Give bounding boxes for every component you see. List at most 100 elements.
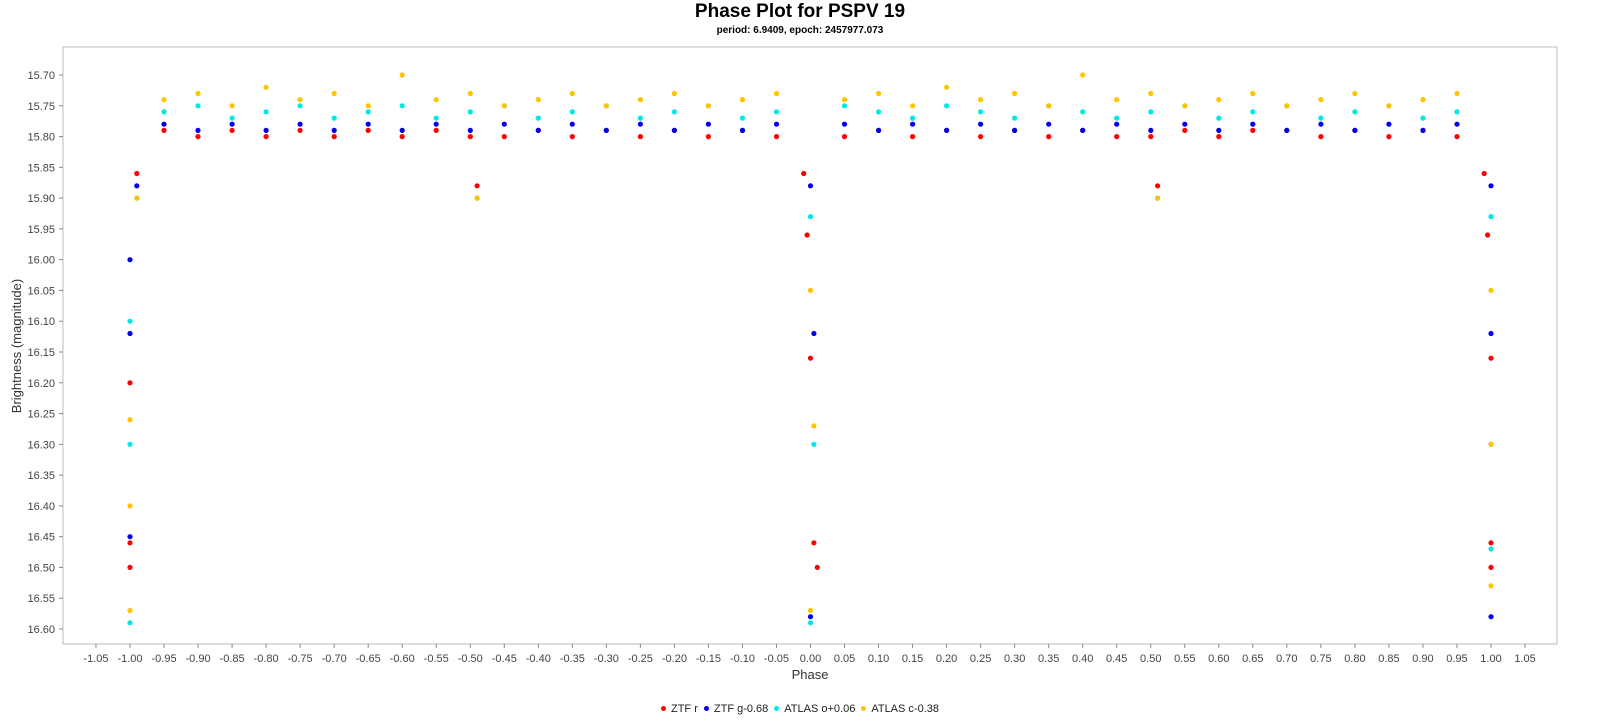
data-point <box>1046 121 1052 127</box>
y-tick-label: 16.55 <box>27 593 55 605</box>
x-tick-label: 1.00 <box>1480 653 1501 665</box>
data-point <box>1148 127 1154 133</box>
data-point <box>811 540 817 546</box>
data-point <box>637 121 644 127</box>
x-tick-label: 0.95 <box>1446 653 1467 665</box>
x-axis: -1.05 -1.00 -0.95 -0.90 -0.85 -0.80 -0.75 -0.70… <box>83 644 1536 665</box>
data-point <box>1488 614 1494 620</box>
data-point <box>807 620 814 626</box>
data-point <box>1080 109 1086 115</box>
x-tick-label: -0.55 <box>424 653 449 665</box>
data-point <box>1012 90 1018 97</box>
data-point <box>1352 109 1358 115</box>
data-point <box>978 121 984 127</box>
data-point <box>1318 97 1324 103</box>
y-tick-label: 15.95 <box>27 224 55 236</box>
data-point <box>876 109 882 115</box>
x-tick-label: -0.10 <box>730 653 755 665</box>
data-point <box>161 121 167 127</box>
legend-item: ZTF r <box>660 702 698 716</box>
x-tick-label: -0.25 <box>628 653 653 665</box>
data-point <box>127 318 133 324</box>
x-tick-label: 0.60 <box>1208 653 1229 665</box>
data-point <box>127 441 133 447</box>
data-point <box>263 84 269 90</box>
legend: ZTF r ZTF g-0.68 ATLAS o+0.06 ATLAS c-0.38 <box>0 702 1600 716</box>
data-point <box>569 134 575 140</box>
data-point <box>1250 127 1256 133</box>
data-point <box>1114 134 1120 140</box>
data-point <box>705 121 712 127</box>
data-point <box>297 121 303 127</box>
data-point <box>399 72 405 78</box>
data-point <box>773 121 780 127</box>
data-point <box>978 97 984 103</box>
data-point <box>1182 127 1188 133</box>
data-point <box>229 103 235 109</box>
data-point <box>811 441 817 447</box>
data-point <box>603 103 609 109</box>
x-tick-label: 0.25 <box>970 653 991 665</box>
series-atlas-c-0-38 <box>127 72 1494 614</box>
data-point <box>229 121 235 127</box>
chart-subtitle: period: 6.9409, epoch: 2457977.073 <box>716 25 884 36</box>
data-point <box>195 103 201 109</box>
x-tick-label: -0.50 <box>458 653 483 665</box>
data-point <box>1250 90 1256 97</box>
x-tick-label: -0.05 <box>764 653 789 665</box>
x-tick-label: -0.85 <box>220 653 245 665</box>
data-point <box>807 287 814 293</box>
data-point <box>569 121 575 127</box>
data-point <box>433 121 439 127</box>
y-tick-label: 16.15 <box>27 347 55 359</box>
data-point <box>569 109 575 115</box>
y-tick-label: 16.35 <box>27 470 55 482</box>
y-tick-label: 16.05 <box>27 285 55 297</box>
data-point <box>807 355 814 361</box>
y-tick-label: 16.50 <box>27 562 55 574</box>
data-point <box>127 417 133 423</box>
data-point <box>773 109 780 115</box>
data-point <box>1352 127 1358 133</box>
data-point <box>910 134 916 140</box>
data-point <box>433 115 439 121</box>
data-point <box>1488 183 1494 189</box>
data-point <box>195 90 201 97</box>
data-point <box>841 103 848 109</box>
phase-plot: -1.05 -1.00 -0.95 -0.90 -0.85 -0.80 -0.75 -0.70… <box>9 46 1558 682</box>
data-point <box>1114 115 1120 121</box>
data-point <box>161 109 167 115</box>
legend-label: ATLAS o+0.06 <box>784 703 856 715</box>
data-point <box>467 109 473 115</box>
data-point <box>1216 97 1222 103</box>
data-point <box>1454 121 1460 127</box>
data-point <box>365 127 371 133</box>
data-point <box>365 121 371 127</box>
data-point <box>841 97 848 103</box>
data-point <box>876 127 882 133</box>
data-point <box>910 103 916 109</box>
y-tick-label: 16.20 <box>27 378 55 390</box>
data-point <box>1012 115 1018 121</box>
data-point <box>910 115 916 121</box>
data-point <box>705 103 712 109</box>
data-point <box>944 127 950 133</box>
data-point <box>474 183 480 189</box>
data-point <box>1182 103 1188 109</box>
data-point <box>501 103 507 109</box>
x-tick-label: 0.15 <box>902 653 923 665</box>
data-point <box>331 115 337 121</box>
data-point <box>1386 134 1392 140</box>
data-point <box>944 84 950 90</box>
x-tick-label: 1.05 <box>1514 653 1535 665</box>
y-tick-label: 16.45 <box>27 532 55 544</box>
y-tick-label: 16.25 <box>27 409 55 421</box>
data-point <box>1155 183 1161 189</box>
data-point <box>705 134 712 140</box>
data-point <box>637 115 644 121</box>
data-point <box>811 423 817 429</box>
data-point <box>127 330 133 337</box>
data-point <box>978 109 984 115</box>
data-point <box>1318 115 1324 121</box>
data-point <box>399 127 405 133</box>
